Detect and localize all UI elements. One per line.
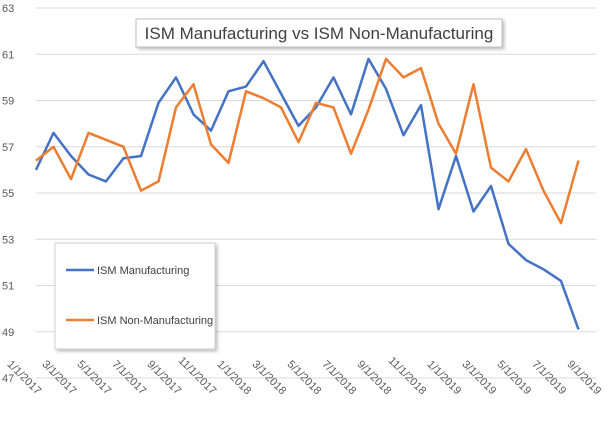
y-tick-label: 59 <box>2 96 14 108</box>
x-axis-tick-labels: 1/1/20173/1/20175/1/20177/1/20179/1/2017… <box>5 355 604 398</box>
series-line-ism-manufacturing <box>34 57 580 330</box>
legend-label-ism-manufacturing: ISM Manufacturing <box>97 265 189 277</box>
y-tick-label: 55 <box>2 188 14 200</box>
y-tick-label: 57 <box>2 142 14 154</box>
x-tick-label: 11/1/2017 <box>176 355 219 398</box>
chart-title-box <box>135 18 503 48</box>
series-lines <box>34 57 580 330</box>
y-tick-label: 47 <box>2 373 14 385</box>
y-tick-label: 49 <box>2 327 14 339</box>
legend-label-ism-non-manufacturing: ISM Non-Manufacturing <box>97 315 213 327</box>
legend: ISM Manufacturing ISM Non-Manufacturing <box>54 242 216 350</box>
legend-box <box>54 242 216 350</box>
y-tick-label: 51 <box>2 281 14 293</box>
x-tick-label: 11/1/2018 <box>386 355 429 398</box>
y-tick-label: 53 <box>2 234 14 246</box>
chart-title: ISM Manufacturing vs ISM Non-Manufacturi… <box>135 18 503 48</box>
chart-title-text: ISM Manufacturing vs ISM Non-Manufacturi… <box>145 24 494 43</box>
y-tick-label: 61 <box>2 49 14 61</box>
series-line-ism-non-manufacturing <box>35 57 580 225</box>
y-tick-label: 63 <box>2 3 14 15</box>
y-axis-tick-labels: 47 49 51 53 55 57 59 61 63 <box>2 3 14 385</box>
